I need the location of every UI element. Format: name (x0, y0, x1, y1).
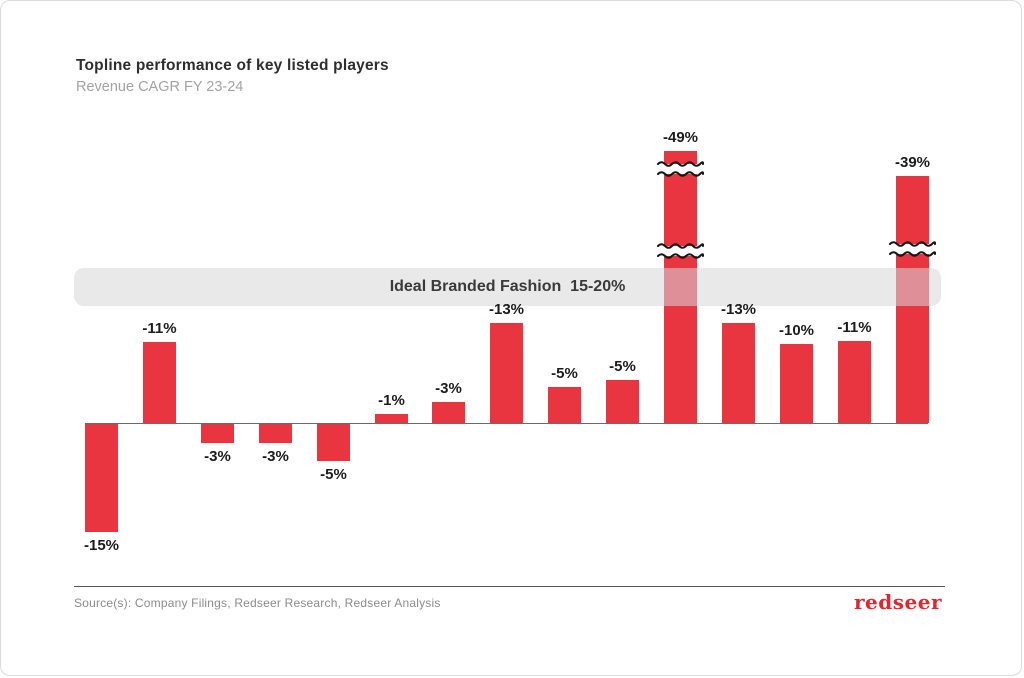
bar (548, 387, 581, 423)
ideal-range-label: Ideal Branded Fashion 15-20% (389, 278, 626, 295)
bar-value-label: -13% (720, 301, 757, 318)
chart-title: Topline performance of key listed player… (76, 57, 389, 74)
bar-value-label: -3% (435, 380, 462, 397)
bar-value-label: -5% (551, 365, 578, 382)
bar (85, 424, 118, 532)
bar-value-label: -5% (320, 466, 347, 483)
bar-value-label: -3% (204, 448, 231, 465)
axis-break-icon (889, 241, 936, 257)
axis-break-icon (657, 243, 704, 259)
bar (889, 176, 936, 423)
bar-value-label: -10% (778, 322, 815, 339)
bar-value-label: -11% (837, 319, 872, 336)
bar (490, 323, 523, 423)
bar (432, 402, 465, 423)
bar (317, 424, 350, 461)
chart-subtitle: Revenue CAGR FY 23-24 (76, 79, 244, 95)
bar-value-label: -1% (378, 392, 405, 409)
footer-divider (74, 586, 945, 587)
bar-value-label: -3% (262, 448, 289, 465)
bar (657, 151, 704, 423)
bar (375, 414, 408, 423)
source-text: Source(s): Company Filings, Redseer Rese… (74, 596, 441, 610)
axis-break-icon (657, 161, 704, 177)
chart-header: Topline performance of key listed player… (76, 57, 389, 95)
bar (143, 342, 176, 423)
bar (201, 424, 234, 443)
bar-value-label: -15% (83, 537, 120, 554)
bar-value-label: -49% (662, 129, 699, 146)
bar-value-label: -13% (488, 301, 525, 318)
redseer-logo: redseer (854, 590, 942, 614)
bar (606, 380, 639, 423)
bar (722, 323, 755, 423)
x-axis-line (85, 423, 928, 424)
bar (838, 341, 871, 423)
bar-value-label: -5% (609, 358, 636, 375)
band-overlay-on-bar (896, 268, 929, 306)
ideal-range-band: Ideal Branded Fashion 15-20% (74, 268, 941, 306)
bar-value-label: -39% (894, 154, 931, 171)
bar (259, 424, 292, 443)
bar (780, 344, 813, 423)
band-overlay-on-bar (664, 268, 697, 306)
bar-value-label: -11% (142, 320, 177, 337)
